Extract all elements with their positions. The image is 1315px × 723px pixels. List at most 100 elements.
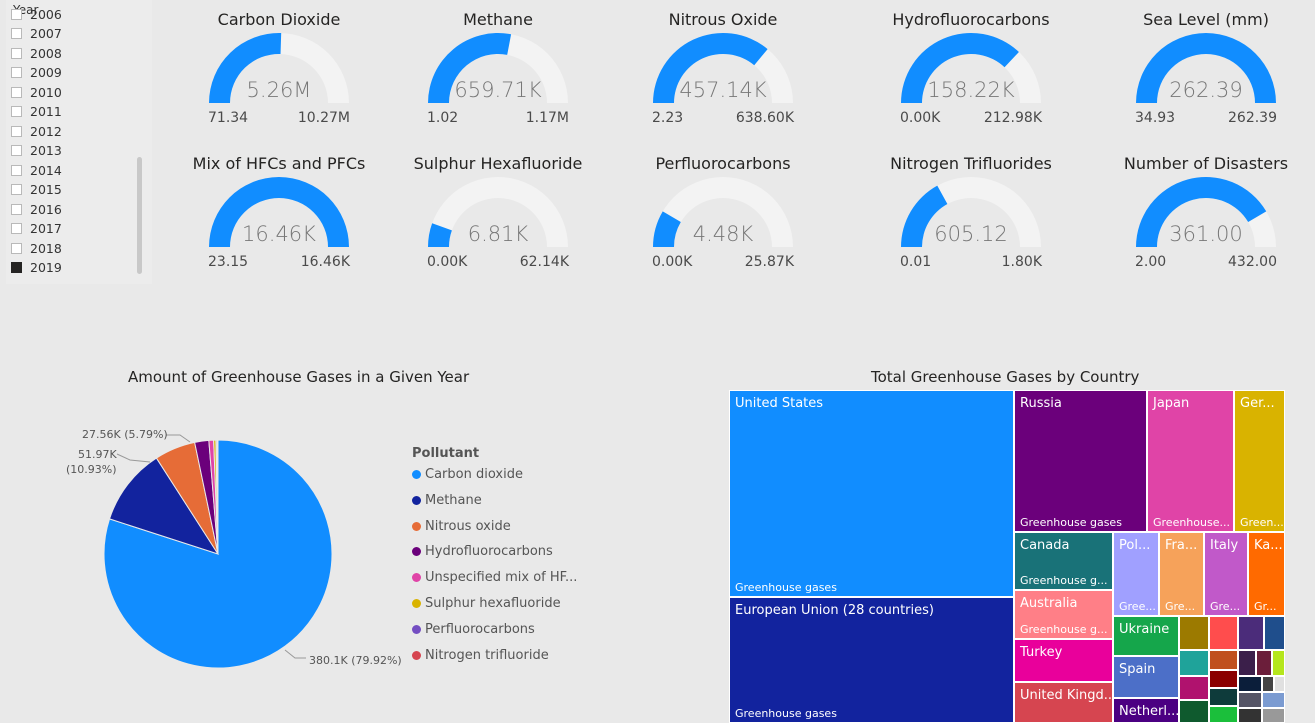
slicer-item-2010[interactable]: 2010 xyxy=(11,83,136,101)
treemap-tile-small[interactable] xyxy=(1238,650,1256,676)
gauge-fill xyxy=(209,177,349,247)
treemap-tile-small[interactable] xyxy=(1209,688,1238,706)
treemap-tile-fra[interactable]: Fra... Gre... xyxy=(1159,532,1204,616)
treemap-tile-netherl[interactable]: Netherl... xyxy=(1113,698,1179,723)
slicer-item-2006[interactable]: 2006 xyxy=(11,5,136,23)
treemap-tile-label: Ger... xyxy=(1240,396,1275,411)
legend-item[interactable]: Nitrous oxide xyxy=(412,519,511,534)
slicer-item-2011[interactable]: 2011 xyxy=(11,103,136,121)
treemap-tile-small[interactable] xyxy=(1209,650,1238,670)
treemap-tile-united-kingd[interactable]: United Kingd... xyxy=(1014,682,1113,723)
legend-marker xyxy=(412,495,421,505)
treemap-tile-ukraine[interactable]: Ukraine xyxy=(1113,616,1179,656)
treemap-tile-small[interactable] xyxy=(1238,616,1264,650)
gauge-arc xyxy=(428,32,568,103)
pie-slice-carbon-dioxide[interactable] xyxy=(103,439,333,669)
legend-item[interactable]: Unspecified mix of HF... xyxy=(412,570,577,585)
treemap-tile-small[interactable] xyxy=(1179,676,1209,700)
legend-item[interactable]: Methane xyxy=(412,493,482,508)
treemap-tile-small[interactable] xyxy=(1256,650,1272,676)
treemap-tile-small[interactable] xyxy=(1179,700,1209,723)
gauge-mix-of-hfcs-and-pfcs: Mix of HFCs and PFCs 16.46K 23.15 16.46K xyxy=(184,144,374,284)
checkbox[interactable] xyxy=(11,223,22,234)
treemap-tile-small[interactable] xyxy=(1274,676,1285,692)
treemap-tile-label: Australia xyxy=(1020,596,1078,611)
treemap-tile-small[interactable] xyxy=(1272,650,1285,676)
slicer-item-2012[interactable]: 2012 xyxy=(11,122,136,140)
legend-item[interactable]: Carbon dioxide xyxy=(412,467,523,482)
treemap-title: Total Greenhouse Gases by Country xyxy=(871,368,1140,386)
slicer-item-2018[interactable]: 2018 xyxy=(11,239,136,257)
treemap-tile-ger[interactable]: Ger... Green... xyxy=(1234,390,1285,532)
treemap-tile-russia[interactable]: Russia Greenhouse gases xyxy=(1014,390,1147,532)
slicer-item-2009[interactable]: 2009 xyxy=(11,64,136,82)
gauge-fill xyxy=(901,33,1019,104)
treemap-tile-spain[interactable]: Spain xyxy=(1113,656,1179,698)
checkbox[interactable] xyxy=(11,262,22,273)
treemap-tile-small[interactable] xyxy=(1238,708,1262,723)
slicer-item-label: 2019 xyxy=(30,260,62,275)
gauge-title: Carbon Dioxide xyxy=(217,10,341,29)
treemap-tile-label: Pol... xyxy=(1119,538,1151,553)
treemap-tile-small[interactable] xyxy=(1209,616,1238,650)
gauge-fill xyxy=(428,32,512,103)
treemap-tile-small[interactable] xyxy=(1209,670,1238,688)
gauge-title: Sulphur Hexafluoride xyxy=(413,154,583,173)
checkbox[interactable] xyxy=(11,67,22,78)
treemap-tile-small[interactable] xyxy=(1179,616,1209,650)
checkbox[interactable] xyxy=(11,106,22,117)
checkbox[interactable] xyxy=(11,164,22,176)
treemap-tile-small[interactable] xyxy=(1209,706,1238,723)
slicer-item-2013[interactable]: 2013 xyxy=(11,142,136,160)
treemap-tile-small[interactable] xyxy=(1262,692,1285,708)
legend-item[interactable]: Perfluorocarbons xyxy=(412,622,535,637)
treemap-tile-small[interactable] xyxy=(1179,650,1209,676)
treemap-tile-small[interactable] xyxy=(1262,708,1285,723)
checkbox[interactable] xyxy=(11,125,22,137)
legend-item[interactable]: Nitrogen trifluoride xyxy=(412,648,549,663)
checkbox[interactable] xyxy=(11,184,22,195)
pie-slice-nitrogen-trifluoride[interactable] xyxy=(216,439,219,555)
treemap-tile-italy[interactable]: Italy Gre... xyxy=(1204,532,1248,616)
checkbox[interactable] xyxy=(11,86,22,98)
slicer-item-2019[interactable]: 2019 xyxy=(11,259,136,277)
slicer-item-2017[interactable]: 2017 xyxy=(11,220,136,238)
treemap-tile-turkey[interactable]: Turkey xyxy=(1014,639,1113,682)
legend-marker xyxy=(412,599,421,608)
treemap-tile-european-union-28-countries[interactable]: European Union (28 countries) Greenhouse … xyxy=(729,597,1014,723)
gauge-min: 23.15 xyxy=(208,254,249,270)
treemap-tile-small[interactable] xyxy=(1264,616,1285,650)
checkbox[interactable] xyxy=(11,242,22,254)
treemap-tile-canada[interactable]: Canada Greenhouse g... xyxy=(1014,532,1113,590)
treemap-tile-ka[interactable]: Ka... Gr... xyxy=(1248,532,1285,616)
treemap-tile-small[interactable] xyxy=(1238,692,1262,708)
treemap-tile-japan[interactable]: Japan Greenhouse... xyxy=(1147,390,1234,532)
checkbox[interactable] xyxy=(11,47,22,59)
treemap-tile-small[interactable] xyxy=(1238,676,1262,692)
slicer-item-2007[interactable]: 2007 xyxy=(11,25,136,43)
pie-slice-methane[interactable] xyxy=(108,457,220,555)
legend-item[interactable]: Hydrofluorocarbons xyxy=(412,544,553,559)
checkbox[interactable] xyxy=(11,145,22,156)
gauge-value: 262.39 xyxy=(1169,78,1243,102)
legend-item[interactable]: Sulphur hexafluoride xyxy=(412,596,561,611)
slicer-item-2016[interactable]: 2016 xyxy=(11,200,136,218)
treemap-tile-united-states[interactable]: United States Greenhouse gases xyxy=(729,390,1014,597)
slicer-item-label: 2008 xyxy=(30,45,62,61)
slicer-item-2015[interactable]: 2015 xyxy=(11,181,136,199)
slicer-item-2008[interactable]: 2008 xyxy=(11,44,136,62)
gauge-min: 0.01 xyxy=(900,254,932,270)
slicer-scrollbar[interactable] xyxy=(137,157,142,274)
checkbox[interactable] xyxy=(11,8,22,20)
slicer-item-label: 2013 xyxy=(30,143,62,158)
checkbox[interactable] xyxy=(11,203,22,215)
slicer-item-2014[interactable]: 2014 xyxy=(11,161,136,179)
checkbox[interactable] xyxy=(11,28,22,39)
treemap-tile-small[interactable] xyxy=(1262,676,1274,692)
treemap-tile-label: Italy xyxy=(1210,538,1239,553)
treemap-tile-australia[interactable]: Australia Greenhouse g... xyxy=(1014,590,1113,639)
treemap-tile-sublabel: Greenhouse g... xyxy=(1020,623,1108,636)
treemap-tile-pol[interactable]: Pol... Gree... xyxy=(1113,532,1159,616)
slicer-item-label: 2009 xyxy=(30,65,62,80)
legend-label: Perfluorocarbons xyxy=(425,621,535,637)
